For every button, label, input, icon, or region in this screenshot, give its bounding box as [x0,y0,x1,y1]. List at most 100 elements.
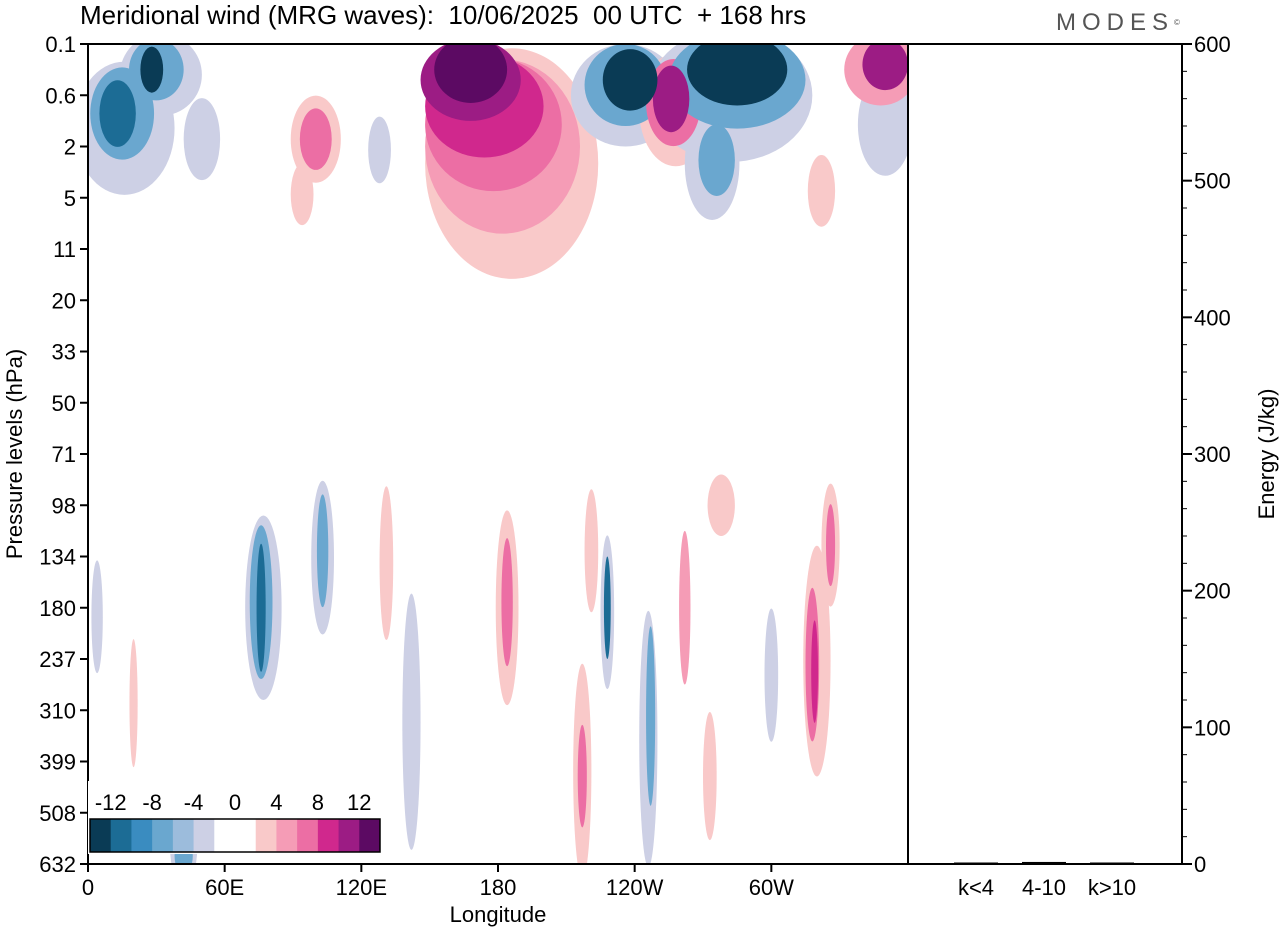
contour-neg2 [429,459,458,521]
y-tick-label: 33 [52,340,76,365]
contour-pos2 [844,218,908,280]
contour-neg12 [99,80,136,147]
colorbar-swatch [359,819,381,852]
y-tick-label: 134 [39,545,76,570]
y-tick-label: 5 [64,186,76,211]
energy-tick-label: 100 [1194,715,1231,740]
contour-neg2 [602,213,694,285]
colorbar-label: 12 [347,790,371,815]
y-tick-label: 20 [52,288,76,313]
colorbar-swatch [255,819,277,852]
meridional-wind-contours [88,44,908,864]
x-tick-label: 0 [82,875,94,900]
colorbar-swatch [317,819,340,852]
energy-tick-label: 400 [1194,305,1231,330]
contour-pos2 [689,373,717,415]
contour-pos4 [584,489,599,613]
colorbar-label: 4 [270,790,282,815]
contour-neg4 [402,593,421,850]
contour-neg2 [338,365,357,489]
colorbar-label: -4 [184,790,204,815]
contour-pos8 [577,724,587,828]
y-tick-label: 2 [64,135,76,160]
y-tick-label: 98 [52,493,76,518]
energy-bar [1022,861,1066,864]
x-tick-label: 180 [480,875,517,900]
contour-pos2 [855,393,908,461]
contour-neg4 [91,560,103,674]
contour-neg12 [603,556,611,659]
colorbar-label: 0 [229,790,241,815]
contour-pos8 [501,538,513,667]
y-axis-title: Pressure levels (hPa) [2,349,27,559]
contour-pos4 [707,474,735,536]
colorbar-label: -8 [142,790,162,815]
contour-pos10 [811,620,819,723]
colorbar-swatch [338,819,360,852]
contour-neg14 [140,46,164,93]
energy-axis: 0 100 200 300 400 500 600 [1182,32,1231,877]
energy-bar [954,862,998,864]
contour-neg14 [687,44,788,106]
contour-neg2 [117,466,136,672]
chart-title: Meridional wind (MRG waves): 10/06/2025 … [80,0,807,30]
energy-axis-title: Energy (J/kg) [1254,389,1279,520]
contour-pos2 [445,769,478,864]
x-axis-title: Longitude [450,902,547,927]
y-tick-label: 310 [39,698,76,723]
y-axis: 0.1 0.6 2 5 11 20 33 50 71 98 134 180 237 310 399 508 63… [39,32,88,877]
contour-neg8 [646,626,656,806]
contour-pos4 [129,639,138,768]
colorbar: -12 -8 -4 0 4 8 12 [88,781,382,854]
colorbar-swatch [276,819,298,852]
y-tick-label: 508 [39,801,76,826]
energy-category-label: k<4 [958,875,994,900]
contour-pos4 [703,712,717,841]
colorbar-swatch [152,819,174,852]
x-axis: 0 60E 120E 180 120W 60W [82,864,794,900]
colorbar-swatch [172,819,195,852]
energy-tick-label: 600 [1194,32,1231,57]
x-tick-label: 120W [606,875,664,900]
contour-pos4 [807,155,836,227]
brand-logo: MODES© [1056,9,1180,36]
y-tick-label: 632 [39,852,76,877]
energy-category-label: 4-10 [1022,875,1066,900]
x-tick-label: 60W [749,875,794,900]
colorbar-swatch [110,819,132,852]
colorbar-swatch [214,819,236,852]
energy-category-label: k>10 [1088,875,1136,900]
y-tick-label: 0.6 [45,83,76,108]
energy-tick-label: 300 [1194,442,1231,467]
colorbar-swatch [297,819,319,852]
colorbar-label: -12 [95,790,127,815]
energy-tick-label: 200 [1194,579,1231,604]
contour-pos4 [379,486,394,641]
contour-neg14 [602,49,658,111]
x-tick-label: 60E [205,875,244,900]
energy-bar [1090,862,1134,864]
energy-plot-frame [907,43,1183,865]
contour-neg4 [764,608,779,742]
contour-neg2 [769,744,811,864]
y-tick-label: 399 [39,750,76,775]
contour-neg2 [707,229,763,292]
contour-neg4 [183,98,221,181]
contour-pos2 [516,428,535,480]
contour-neg8 [698,124,735,197]
x-tick-label: 120E [336,875,387,900]
contour-pos14 [434,44,508,103]
contour-pos12 [862,44,908,91]
y-tick-label: 11 [53,237,76,262]
y-tick-label: 71 [52,442,76,467]
energy-bars: k<4 4-10 k>10 [954,861,1136,900]
colorbar-swatch [90,819,112,852]
contour-pos8 [299,108,332,170]
y-tick-label: 0.1 [45,32,76,57]
contour-neg2 [320,161,380,255]
colorbar-swatch [131,819,153,852]
energy-tick-label: 500 [1194,169,1231,194]
contour-pos2 [256,248,303,290]
contour-pos6 [679,530,691,685]
